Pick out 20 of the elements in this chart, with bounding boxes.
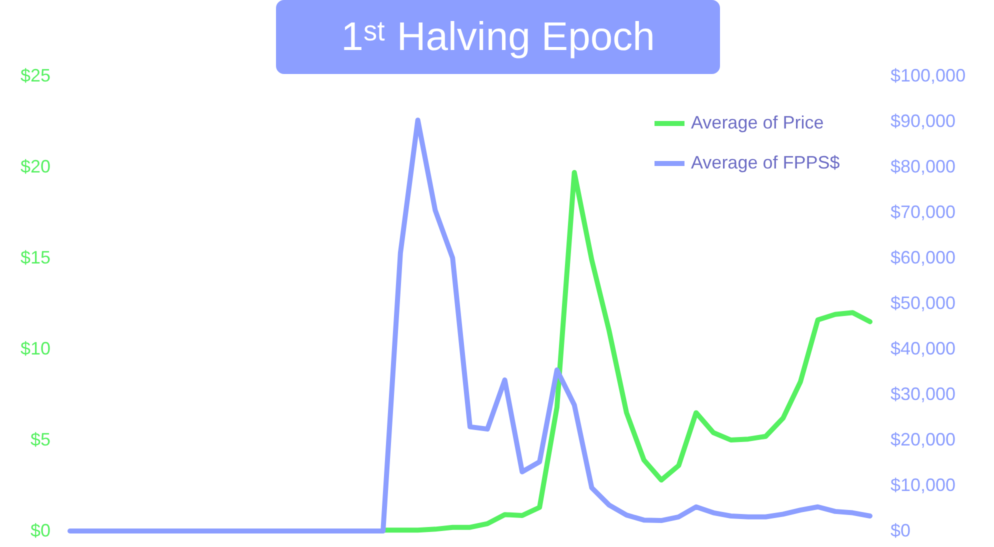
y2-tick-label: $70,000 bbox=[890, 202, 956, 222]
legend-label: Average of FPPS$ bbox=[691, 152, 840, 172]
y2-tick-label: $90,000 bbox=[890, 111, 956, 131]
y2-tick-label: $100,000 bbox=[890, 66, 966, 86]
y2-tick-label: $20,000 bbox=[890, 430, 956, 450]
y-tick-label: $20 bbox=[20, 156, 50, 176]
y2-tick-label: $80,000 bbox=[890, 156, 956, 176]
y2-tick-label: $60,000 bbox=[890, 248, 956, 268]
y2-tick-label: $40,000 bbox=[890, 338, 956, 358]
legend-label: Average of Price bbox=[691, 112, 824, 132]
y2-tick-label: $0 bbox=[890, 520, 911, 540]
y-tick-label: $5 bbox=[30, 430, 50, 450]
chart-title: 1ˢᵗ Halving Epoch bbox=[341, 15, 655, 59]
y2-tick-label: $10,000 bbox=[890, 475, 956, 495]
y-tick-label: $15 bbox=[20, 248, 50, 268]
y-tick-label: $25 bbox=[20, 66, 50, 86]
y-tick-label: $0 bbox=[30, 520, 50, 540]
y2-tick-label: $30,000 bbox=[890, 384, 956, 404]
y-tick-label: $10 bbox=[20, 338, 50, 358]
y2-tick-label: $50,000 bbox=[890, 293, 956, 313]
